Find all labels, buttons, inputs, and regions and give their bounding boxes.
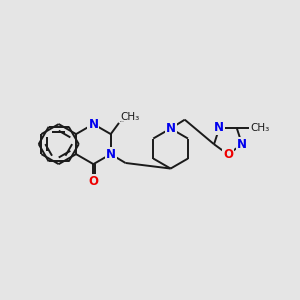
Text: N: N xyxy=(88,118,98,130)
Text: N: N xyxy=(214,121,224,134)
Text: O: O xyxy=(223,148,233,161)
Text: N: N xyxy=(237,138,247,151)
Text: N: N xyxy=(106,148,116,160)
Text: CH₃: CH₃ xyxy=(250,123,269,133)
Text: N: N xyxy=(166,122,176,135)
Text: CH₃: CH₃ xyxy=(121,112,140,122)
Text: O: O xyxy=(88,175,98,188)
Text: methyl: methyl xyxy=(120,121,125,122)
